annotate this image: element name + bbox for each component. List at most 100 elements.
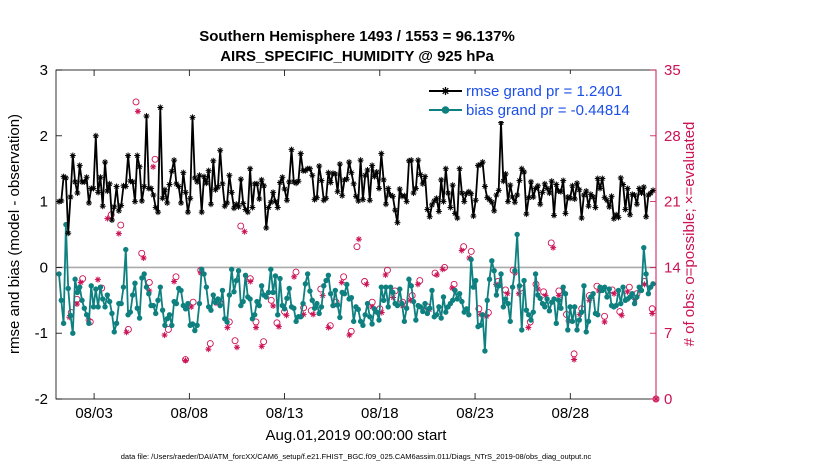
obs-evaluated-point [618, 312, 625, 319]
bias-point [645, 291, 652, 297]
rmse-point [385, 185, 392, 192]
obs-possible-point [484, 309, 492, 316]
rmse-point [603, 197, 610, 204]
rmse-point [574, 180, 581, 187]
bias-point [189, 321, 196, 327]
rmse-point [516, 177, 523, 184]
obs-evaluated-point [283, 312, 290, 319]
obs-evaluated-point [161, 332, 168, 339]
rmse-point [187, 195, 194, 202]
obs-possible-point [416, 277, 424, 285]
bias-point [192, 327, 198, 334]
obs-evaluated-point [123, 329, 130, 336]
rmse-point [350, 180, 357, 187]
bias-point [397, 286, 403, 292]
bias-point [463, 306, 470, 312]
bias-point [330, 302, 336, 309]
rmse-point [583, 188, 590, 195]
bias-point [251, 312, 258, 318]
bias-point [399, 300, 405, 307]
bias-point [247, 296, 253, 302]
bias-point [424, 310, 431, 317]
rmse-point [392, 207, 399, 214]
bias-point [484, 297, 490, 303]
bias-point [300, 300, 306, 307]
bias-point [263, 294, 269, 300]
bias-point [102, 304, 108, 310]
bias-point [118, 300, 124, 307]
rmse-point [164, 199, 171, 206]
bias-point [376, 317, 382, 323]
y-left-tick-label: -2 [35, 391, 48, 408]
rmse-point [472, 197, 479, 204]
obs-possible-point [460, 243, 468, 251]
rmse-point [155, 209, 161, 216]
rmse-point [470, 213, 477, 220]
rmse-point [247, 165, 254, 172]
bias-point [72, 276, 78, 282]
bias-point [88, 283, 94, 289]
obs-evaluated-point [233, 344, 240, 351]
bias-point [123, 246, 129, 253]
legend: rmse grand pr = 1.2401 bias grand pr = -… [423, 74, 649, 121]
obs-possible-point [467, 247, 475, 255]
rmse-point [530, 193, 537, 200]
bias-point [254, 298, 260, 305]
rmse-point [447, 204, 454, 211]
bias-point [532, 271, 539, 277]
bias-point [217, 302, 223, 309]
rmse-point [97, 174, 104, 181]
bias-point [311, 305, 318, 311]
obs-possible-point [132, 98, 140, 106]
obs-evaluated-point [382, 271, 389, 278]
rmse-point [537, 201, 544, 208]
bias-point [219, 287, 226, 294]
bias-point [544, 296, 550, 302]
bias-point [493, 292, 500, 298]
rmse-point [507, 182, 514, 189]
bias-point [496, 283, 502, 289]
rmse-point [452, 210, 458, 217]
rmse-point [274, 204, 281, 211]
obs-possible-point [441, 263, 449, 271]
rmse-point [640, 184, 647, 191]
rmse-point [230, 205, 237, 212]
legend-rmse-label: rmse grand pr = 1.2401 [466, 83, 622, 100]
bias-point [143, 284, 150, 290]
bias-point [489, 258, 495, 264]
rmse-point [194, 178, 201, 185]
bias-point [500, 304, 507, 310]
bias-point [357, 318, 364, 325]
bias-point [249, 316, 256, 322]
rmse-point [263, 224, 270, 231]
rmse-point [90, 185, 97, 192]
y-right-tick-label: 7 [664, 325, 672, 342]
bias-point [525, 312, 532, 318]
obs-evaluated-point [224, 324, 231, 331]
rmse-point [148, 185, 155, 192]
obs-evaluated-point [414, 281, 421, 288]
bias-point [364, 300, 371, 307]
bias-point [362, 312, 368, 318]
rmse-point [610, 215, 617, 222]
obs-evaluated-point [247, 278, 254, 285]
obs-evaluated-point [325, 324, 332, 331]
bias-point [157, 284, 164, 290]
rmse-point [592, 204, 599, 211]
bias-point [90, 304, 97, 310]
rmse-point [125, 152, 132, 159]
bias-point [426, 305, 433, 311]
bias-point [422, 300, 428, 307]
y-left-tick-label: -1 [35, 325, 48, 342]
bias-point [93, 286, 99, 292]
rmse-point [578, 215, 585, 222]
obs-possible-point [450, 280, 458, 288]
rmse-point [364, 167, 371, 174]
bias-point [56, 271, 62, 277]
bias-point [182, 306, 189, 312]
rmse-point [511, 199, 518, 206]
bias-point [459, 298, 465, 305]
obs-evaluated-point [94, 276, 101, 283]
rmse-point [62, 174, 69, 181]
